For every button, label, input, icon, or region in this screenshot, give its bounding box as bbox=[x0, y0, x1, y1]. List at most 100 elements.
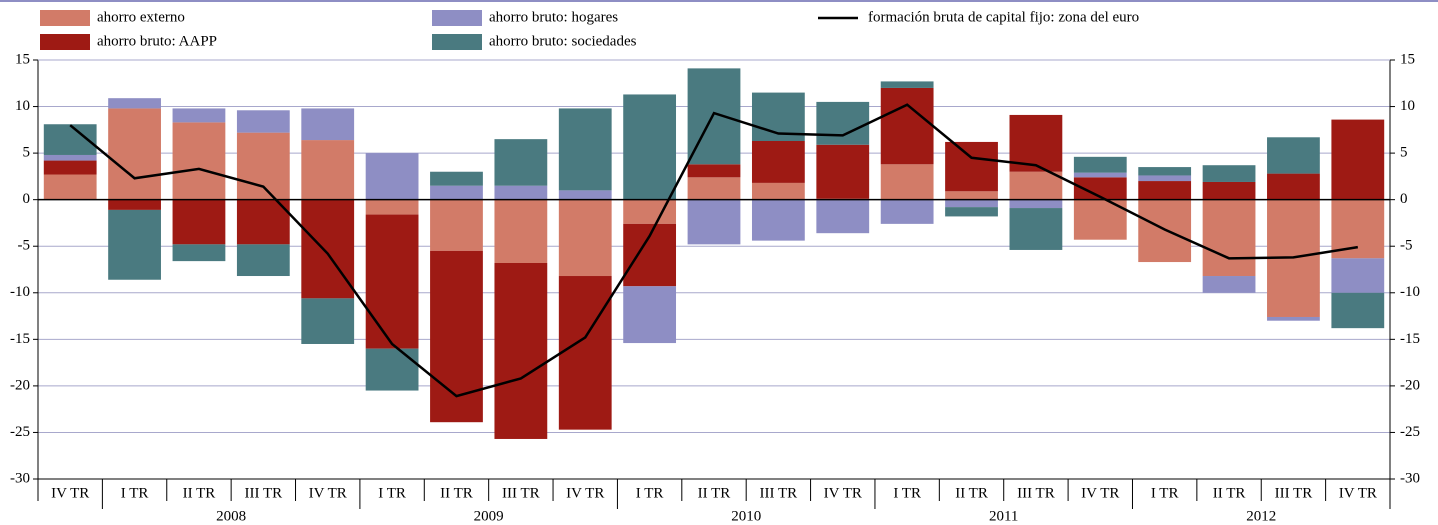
bar bbox=[945, 141, 998, 192]
legend-swatch bbox=[432, 34, 482, 50]
bar bbox=[430, 171, 483, 186]
bar bbox=[558, 190, 612, 200]
bar bbox=[301, 199, 355, 299]
legend-label: ahorro bruto: hogares bbox=[489, 9, 618, 25]
x-tick-label: III TR bbox=[1275, 485, 1313, 501]
year-label: 2009 bbox=[474, 508, 504, 524]
y-tick-label: -5 bbox=[18, 238, 31, 254]
bar bbox=[236, 110, 290, 133]
bar bbox=[1331, 292, 1385, 329]
x-tick-label: I TR bbox=[121, 485, 149, 501]
bar bbox=[880, 164, 934, 200]
bar bbox=[1138, 175, 1192, 182]
bar bbox=[172, 199, 226, 245]
bar bbox=[108, 199, 161, 210]
bar bbox=[880, 87, 934, 165]
bar bbox=[623, 94, 677, 200]
bar bbox=[1267, 137, 1320, 174]
x-tick-label: IV TR bbox=[566, 485, 604, 501]
x-tick-label: IV TR bbox=[824, 485, 862, 501]
x-tick-label: I TR bbox=[378, 485, 406, 501]
bar bbox=[430, 185, 483, 200]
year-label: 2008 bbox=[216, 508, 246, 524]
bar bbox=[1073, 172, 1127, 178]
y-tick-label: -10 bbox=[10, 284, 30, 300]
bar bbox=[1138, 199, 1192, 263]
x-tick-label: II TR bbox=[183, 485, 216, 501]
bar bbox=[816, 101, 870, 145]
x-tick-label: I TR bbox=[893, 485, 921, 501]
bar bbox=[494, 199, 548, 263]
bar bbox=[1202, 199, 1256, 277]
bar bbox=[558, 199, 612, 277]
x-tick-label: I TR bbox=[1151, 485, 1179, 501]
bar bbox=[43, 174, 97, 200]
x-tick-label: IV TR bbox=[309, 485, 347, 501]
bar bbox=[880, 81, 934, 88]
x-tick-label: III TR bbox=[1017, 485, 1055, 501]
bar bbox=[1331, 258, 1385, 293]
bar bbox=[816, 199, 870, 234]
bar bbox=[301, 108, 355, 141]
bar bbox=[751, 199, 805, 241]
year-label: 2010 bbox=[731, 508, 761, 524]
legend-label: ahorro externo bbox=[97, 9, 185, 25]
bar bbox=[1009, 171, 1063, 200]
year-label: 2012 bbox=[1246, 508, 1276, 524]
bar bbox=[751, 182, 805, 200]
y-tick-label: 0 bbox=[23, 191, 31, 207]
year-label: 2011 bbox=[989, 508, 1018, 524]
bar bbox=[236, 132, 290, 200]
y-tick-label: -20 bbox=[10, 377, 30, 393]
bar bbox=[172, 122, 226, 200]
bar bbox=[945, 191, 998, 200]
bar bbox=[558, 108, 612, 191]
x-tick-label: III TR bbox=[502, 485, 540, 501]
bar bbox=[1202, 181, 1256, 200]
bar bbox=[108, 209, 161, 280]
x-tick-label: IV TR bbox=[1081, 485, 1119, 501]
legend-label: ahorro bruto: AAPP bbox=[97, 33, 217, 49]
y2-tick-label: -10 bbox=[1400, 284, 1420, 300]
bar bbox=[1267, 316, 1320, 321]
bar bbox=[558, 276, 612, 430]
bar bbox=[1331, 119, 1385, 200]
bar bbox=[43, 154, 97, 161]
bar bbox=[301, 140, 355, 200]
y2-tick-label: 0 bbox=[1400, 191, 1408, 207]
legend-label: formación bruta de capital fijo: zona de… bbox=[868, 9, 1139, 25]
y-tick-label: -30 bbox=[10, 470, 30, 486]
x-tick-label: IV TR bbox=[1339, 485, 1377, 501]
legend-label: ahorro bruto: sociedades bbox=[489, 33, 637, 49]
y2-tick-label: -20 bbox=[1400, 377, 1420, 393]
bar bbox=[1009, 208, 1063, 250]
bar bbox=[945, 207, 998, 217]
bar bbox=[108, 108, 161, 200]
bar bbox=[1202, 165, 1256, 182]
bar bbox=[816, 144, 870, 199]
bar bbox=[687, 199, 741, 245]
x-tick-label: II TR bbox=[698, 485, 731, 501]
y2-tick-label: 15 bbox=[1400, 51, 1415, 67]
x-tick-label: III TR bbox=[245, 485, 283, 501]
bar bbox=[1138, 167, 1192, 176]
bar bbox=[945, 199, 998, 208]
bar bbox=[365, 348, 419, 391]
bar bbox=[172, 244, 226, 262]
bar bbox=[494, 139, 548, 186]
y2-tick-label: -30 bbox=[1400, 470, 1420, 486]
y-tick-label: -15 bbox=[10, 331, 30, 347]
y-tick-label: 5 bbox=[23, 145, 31, 161]
bar bbox=[108, 98, 161, 109]
bar bbox=[1202, 276, 1256, 293]
y2-tick-label: -15 bbox=[1400, 331, 1420, 347]
line-series bbox=[69, 103, 1359, 398]
x-tick-label: II TR bbox=[955, 485, 988, 501]
legend-swatch bbox=[40, 10, 90, 26]
y-tick-label: 10 bbox=[15, 98, 30, 114]
y2-tick-label: -5 bbox=[1400, 238, 1413, 254]
legend: ahorro externo ahorro bruto: AAPP ahorro b… bbox=[40, 9, 1139, 50]
bar bbox=[623, 286, 677, 344]
bar bbox=[687, 164, 741, 178]
